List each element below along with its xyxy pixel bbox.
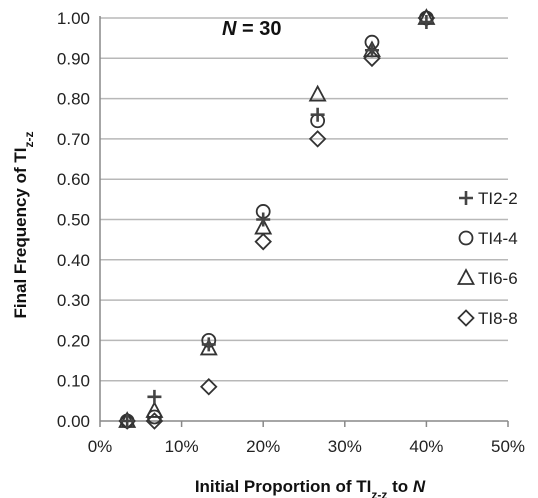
data-point-plus xyxy=(256,212,271,227)
x-axis-title-var: N xyxy=(413,477,426,496)
legend-marker-diamond xyxy=(457,309,475,327)
legend-marker-plus xyxy=(459,191,473,205)
n-annotation-var: N xyxy=(222,18,237,40)
x-tick-label: 10% xyxy=(165,437,199,456)
legend-item: TI4-4 xyxy=(458,229,518,248)
data-point-plus xyxy=(419,15,434,30)
y-tick-label: 0.10 xyxy=(57,372,90,391)
legend-label: TI2-2 xyxy=(478,189,518,208)
y-tick-label: 0.50 xyxy=(57,211,90,230)
x-axis-title-text: Initial Proportion of TI xyxy=(195,477,372,496)
series-TI2-2 xyxy=(120,15,434,428)
data-point-circle xyxy=(147,409,162,425)
data-point-triangle xyxy=(145,401,164,418)
data-point-plus xyxy=(364,43,379,58)
y-axis-title: Final Frequency of TIz-z xyxy=(11,132,36,319)
legend-marker-circle xyxy=(458,230,474,246)
legend-label: TI6-6 xyxy=(478,269,518,288)
axes xyxy=(99,16,509,427)
legend-marker-triangle xyxy=(456,268,476,285)
data-point-plus xyxy=(147,389,162,404)
data-point-plus xyxy=(310,107,325,122)
y-tick-label: 0.00 xyxy=(57,412,90,431)
gridlines xyxy=(100,17,508,382)
x-tick-label: 50% xyxy=(491,437,525,456)
y-axis-title-sub: z-z xyxy=(22,132,36,148)
legend-item: TI2-2 xyxy=(459,189,518,208)
x-tick-label: 30% xyxy=(328,437,362,456)
data-point-plus xyxy=(120,414,135,428)
data-point-diamond xyxy=(118,412,136,430)
data-point-triangle xyxy=(308,84,327,102)
x-tick-label: 40% xyxy=(409,437,443,456)
series-TI6-6 xyxy=(118,8,436,428)
x-axis-title-mid: to xyxy=(387,477,413,496)
data-point-diamond xyxy=(145,412,164,430)
data-point-plus xyxy=(201,337,216,352)
legend: TI2-2 TI4-4 TI6-6 TI8-8 xyxy=(456,189,518,328)
legend-item: TI8-8 xyxy=(457,309,518,328)
legend-label: TI8-8 xyxy=(478,309,518,328)
x-tick-label: 0% xyxy=(88,437,113,456)
data-point-triangle xyxy=(254,217,273,235)
y-tick-label: 1.00 xyxy=(57,9,90,28)
n-annotation-text: = 30 xyxy=(236,18,281,40)
y-tick-label: 0.20 xyxy=(57,331,90,350)
data-points xyxy=(118,8,436,430)
legend-item: TI6-6 xyxy=(456,268,518,288)
y-tick-labels: 0.00 0.10 0.20 0.30 0.40 0.50 0.60 0.70 0.80 0.90… xyxy=(57,9,90,431)
x-axis-title: Initial Proportion of TIz-z to N xyxy=(195,477,426,498)
y-tick-label: 0.90 xyxy=(57,49,90,68)
legend-label: TI4-4 xyxy=(478,229,518,248)
data-point-triangle xyxy=(199,338,218,356)
data-point-diamond xyxy=(200,377,218,396)
y-tick-label: 0.60 xyxy=(57,170,90,189)
y-tick-label: 0.40 xyxy=(57,251,90,270)
data-point-diamond xyxy=(308,130,327,148)
x-axis-title-sub: z-z xyxy=(371,488,387,498)
y-tick-label: 0.80 xyxy=(57,90,90,109)
y-tick-label: 0.30 xyxy=(57,291,90,310)
n-annotation: N = 30 xyxy=(222,18,282,40)
y-tick-label: 0.70 xyxy=(57,130,90,149)
x-tick-labels: 0% 10% 20% 30% 40% 50% xyxy=(88,437,525,456)
y-axis-title-text: Final Frequency of TI xyxy=(11,148,30,319)
data-point-diamond xyxy=(254,232,272,251)
x-tick-label: 20% xyxy=(246,437,280,456)
